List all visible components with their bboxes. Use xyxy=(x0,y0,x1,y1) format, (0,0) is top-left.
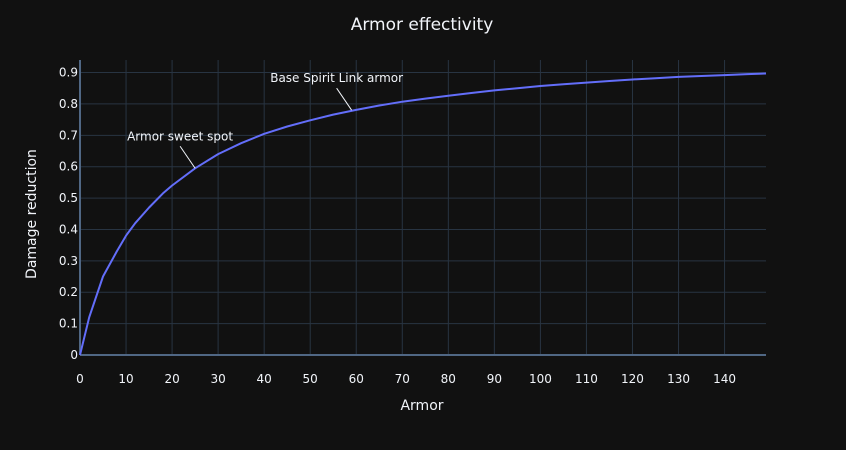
y-tick-label: 0.2 xyxy=(59,285,78,299)
y-tick-label: 0.4 xyxy=(59,222,78,236)
y-tick-label: 0.5 xyxy=(59,191,78,205)
annotation-arrow xyxy=(179,145,196,169)
x-tick-label: 0 xyxy=(76,372,84,386)
y-tick-label: 0.8 xyxy=(59,97,78,111)
y-axis-title: Damage reduction xyxy=(24,149,40,279)
y-tick-label: 0 xyxy=(70,348,78,362)
y-tick-label: 0.3 xyxy=(59,254,78,268)
x-tick-label: 110 xyxy=(575,372,598,386)
x-axis-title: Armor xyxy=(400,398,443,414)
series-line xyxy=(79,72,767,356)
y-tick-label: 0.6 xyxy=(59,160,78,174)
chart-title: Armor effectivity xyxy=(351,15,494,35)
x-tick-label: 70 xyxy=(395,372,410,386)
axes: 0 10 20 30 40 50 60 70 80 90 100 110 120 130 140 0 0.1 0.… xyxy=(59,60,766,386)
annotations: Armor sweet spot Base Spirit Link armor xyxy=(127,71,403,169)
y-tick-label: 0.9 xyxy=(59,66,78,80)
x-tick-label: 40 xyxy=(257,372,272,386)
x-tick-label: 90 xyxy=(487,372,502,386)
x-tick-label: 10 xyxy=(118,372,133,386)
x-tick-label: 30 xyxy=(210,372,225,386)
x-tick-label: 140 xyxy=(713,372,736,386)
grid-lines xyxy=(79,60,766,356)
x-tick-label: 100 xyxy=(529,372,552,386)
annotation-label: Armor sweet spot xyxy=(127,129,233,143)
x-tick-label: 130 xyxy=(667,372,690,386)
series-layer xyxy=(79,72,767,356)
x-tick-label: 80 xyxy=(441,372,456,386)
x-tick-label: 120 xyxy=(621,372,644,386)
annotation-arrow xyxy=(336,87,353,111)
y-tick-label: 0.1 xyxy=(59,317,78,331)
x-tick-label: 20 xyxy=(164,372,179,386)
x-tick-label: 60 xyxy=(349,372,364,386)
x-tick-label: 50 xyxy=(303,372,318,386)
annotation-label: Base Spirit Link armor xyxy=(270,71,403,85)
y-tick-label: 0.7 xyxy=(59,128,78,142)
